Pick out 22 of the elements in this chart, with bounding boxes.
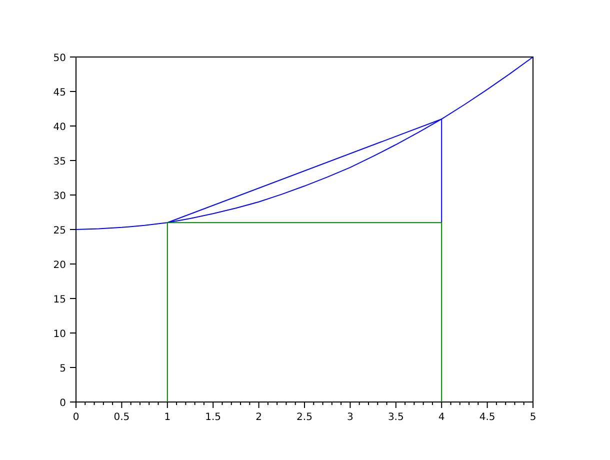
- x-tick-label: 2: [256, 412, 262, 423]
- y-tick-label: 30: [53, 191, 66, 202]
- y-tick-label: 25: [53, 226, 66, 236]
- y-tick-label: 35: [53, 156, 66, 168]
- x-tick-label: 1: [164, 412, 171, 423]
- x-tick-label: 3: [347, 412, 354, 423]
- y-tick-label: 20: [53, 260, 66, 271]
- x-tick-label: 1.5: [205, 412, 222, 423]
- x-tick-label: 2.5: [296, 412, 312, 423]
- x-tick-label: 0: [72, 412, 80, 423]
- x-tick-label: 4: [438, 412, 445, 423]
- y-tick-label: 40: [53, 122, 66, 133]
- y-tick-label: 0: [60, 398, 66, 409]
- y-tick-label: 10: [53, 329, 66, 340]
- y-tick-label: 5: [60, 364, 66, 374]
- y-tick-label: 15: [53, 294, 66, 306]
- x-tick-label: 0.5: [114, 412, 130, 423]
- x-tick-label: 4.5: [479, 412, 496, 423]
- y-tick-label: 50: [53, 53, 66, 64]
- x-tick-label: 3.5: [388, 412, 404, 423]
- y-tick-label: 45: [53, 88, 66, 98]
- x-tick-label: 5: [530, 412, 536, 423]
